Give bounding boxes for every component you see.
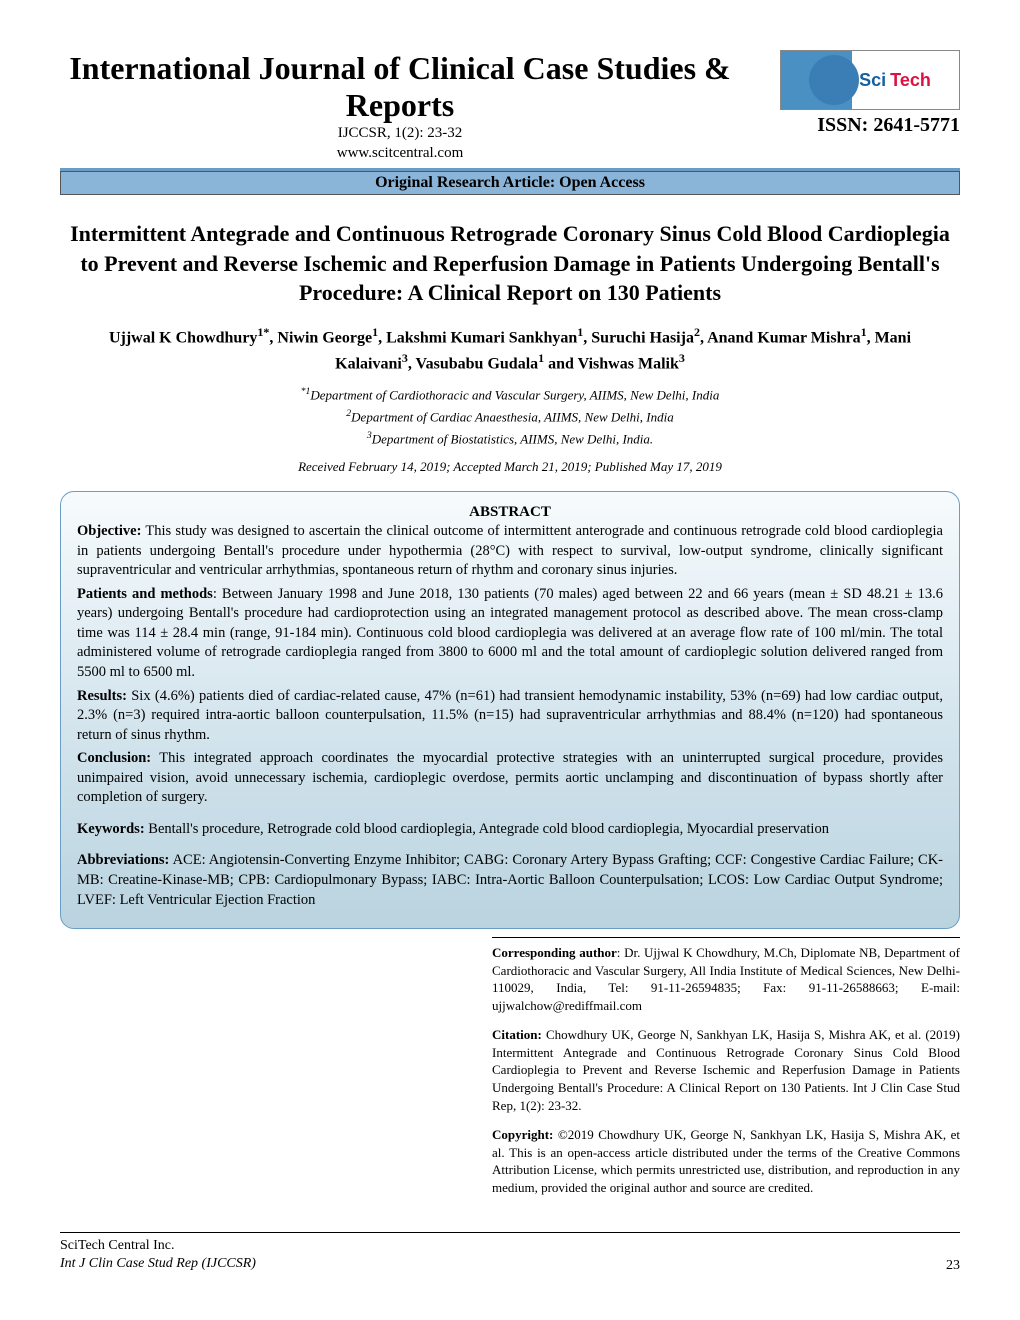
footer-left: SciTech Central Inc. Int J Clin Case Stu… (60, 1237, 256, 1273)
author-list: Ujjwal K Chowdhury1*, Niwin George1, Lak… (70, 324, 950, 375)
logo-sci: Sci (859, 70, 886, 91)
abstract-abbreviations: Abbreviations: ACE: Angiotensin-Converti… (77, 851, 943, 910)
abstract-box: ABSTRACT Objective: This study was desig… (60, 491, 960, 929)
abstract-keywords: Keywords: Bentall's procedure, Retrograd… (77, 820, 943, 840)
results-label: Results: (77, 688, 127, 704)
footer-publisher: SciTech Central Inc. (60, 1237, 256, 1255)
affiliation-1: *1Department of Cardiothoracic and Vascu… (60, 384, 960, 406)
abbr-text: ACE: Angiotensin-Converting Enzyme Inhib… (77, 852, 943, 907)
keywords-label: Keywords: (77, 821, 145, 837)
objective-label: Objective: (77, 523, 141, 539)
logo-tech: Tech (890, 70, 931, 91)
aff-sup-1: *1 (301, 386, 311, 397)
abstract-results: Results: Six (4.6%) patients died of car… (77, 687, 943, 746)
corresponding-author: Corresponding author: Dr. Ujjwal K Chowd… (492, 944, 960, 1014)
article-meta: Corresponding author: Dr. Ujjwal K Chowd… (492, 937, 960, 1208)
corr-label: Corresponding author (492, 945, 617, 960)
abbr-label: Abbreviations: (77, 852, 169, 868)
abstract-objective: Objective: This study was designed to as… (77, 522, 943, 581)
abstract-heading: ABSTRACT (77, 502, 943, 522)
methods-label: Patients and methods (77, 586, 213, 602)
abstract-methods: Patients and methods: Between January 19… (77, 585, 943, 683)
globe-icon (809, 55, 859, 105)
info-left-spacer (60, 937, 492, 1208)
logo-block: Sci Tech ISSN: 2641-5771 (740, 50, 960, 137)
copy-text: ©2019 Chowdhury UK, George N, Sankhyan L… (492, 1127, 960, 1195)
journal-website[interactable]: www.scitcentral.com (60, 144, 740, 164)
copyright-info: Copyright: ©2019 Chowdhury UK, George N,… (492, 1126, 960, 1196)
footer-journal-abbrev: Int J Clin Case Stud Rep (IJCCSR) (60, 1255, 256, 1273)
affiliation-3: 3Department of Biostatistics, AIIMS, New… (60, 428, 960, 450)
publisher-logo: Sci Tech (780, 50, 960, 110)
conclusion-text: This integrated approach coordinates the… (77, 750, 943, 805)
journal-title-block: International Journal of Clinical Case S… (60, 50, 740, 163)
page-footer: SciTech Central Inc. Int J Clin Case Stu… (60, 1232, 960, 1273)
article-info-columns: Corresponding author: Dr. Ujjwal K Chowd… (60, 937, 960, 1208)
issn-label: ISSN: 2641-5771 (740, 114, 960, 137)
article-type-banner: Original Research Article: Open Access (60, 171, 960, 195)
journal-title: International Journal of Clinical Case S… (60, 50, 740, 124)
keywords-text: Bentall's procedure, Retrograde cold blo… (145, 821, 829, 837)
affiliations: *1Department of Cardiothoracic and Vascu… (60, 384, 960, 451)
citation-info: Citation: Chowdhury UK, George N, Sankhy… (492, 1026, 960, 1114)
copy-label: Copyright: (492, 1127, 553, 1142)
results-text: Six (4.6%) patients died of cardiac-rela… (77, 688, 943, 743)
affiliation-2: 2Department of Cardiac Anaesthesia, AIIM… (60, 406, 960, 428)
article-title: Intermittent Antegrade and Continuous Re… (70, 219, 950, 308)
objective-text: This study was designed to ascertain the… (77, 523, 943, 578)
page-number: 23 (946, 1258, 960, 1274)
journal-header: International Journal of Clinical Case S… (60, 50, 960, 171)
cite-label: Citation: (492, 1027, 542, 1042)
journal-citation: IJCCSR, 1(2): 23-32 (60, 124, 740, 144)
abstract-conclusion: Conclusion: This integrated approach coo… (77, 749, 943, 808)
article-dates: Received February 14, 2019; Accepted Mar… (60, 459, 960, 475)
cite-text: Chowdhury UK, George N, Sankhyan LK, Has… (492, 1027, 960, 1112)
conclusion-label: Conclusion: (77, 750, 151, 766)
